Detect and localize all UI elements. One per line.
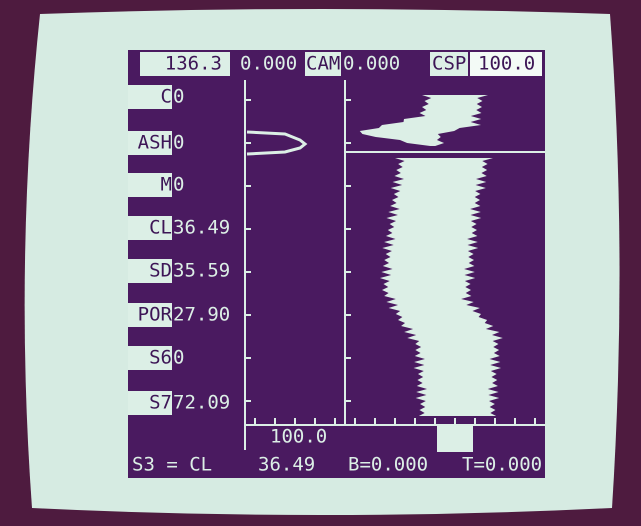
- cam-value: 0.000: [343, 53, 400, 75]
- curve-value: 0: [173, 86, 184, 108]
- scale-label: 100.0: [270, 426, 327, 448]
- curve-value: 35.59: [173, 260, 230, 282]
- cursor-box: [437, 425, 473, 452]
- curve-name-box: [128, 346, 172, 370]
- csp-label: CSP: [432, 53, 466, 75]
- ash-curve: [246, 130, 308, 156]
- field-value: 0.000: [240, 53, 297, 75]
- curve-value: 0: [173, 132, 184, 154]
- curve-name: M: [161, 174, 172, 196]
- curve-name-box: [128, 216, 172, 240]
- curve-value: 0: [173, 347, 184, 369]
- cam-box: [305, 52, 341, 76]
- curve-name: POR: [138, 304, 173, 326]
- curve-name: S7: [149, 392, 172, 414]
- depth-box: [140, 52, 230, 76]
- cam-label: CAM: [306, 53, 340, 75]
- curve-name-box: [128, 303, 172, 327]
- csp-value: 100.0: [478, 53, 535, 75]
- ticks: [245, 99, 536, 425]
- curve-name-box: [128, 173, 172, 197]
- status-selection: S3 = CL: [132, 454, 212, 476]
- csp-box: [430, 52, 468, 76]
- log-trace-upper: [359, 95, 488, 146]
- log-trace-lower: [379, 158, 503, 416]
- curve-name: CL: [149, 217, 172, 239]
- curve-value: 0: [173, 174, 184, 196]
- curve-name: SD: [149, 260, 172, 282]
- status-t: T=0.000: [462, 454, 542, 476]
- curve-value: 72.09: [173, 392, 230, 414]
- curve-name-box: [128, 85, 172, 109]
- curve-name-box: [128, 391, 172, 415]
- depth: 136.3: [165, 53, 222, 75]
- curve-value: 36.49: [173, 217, 230, 239]
- curve-name: C: [161, 86, 172, 108]
- csp-value-box: [470, 52, 542, 76]
- status-value: 36.49: [258, 454, 315, 476]
- status-b: B=0.000: [348, 454, 428, 476]
- curve-name-box: [128, 131, 172, 155]
- curve-name-box: [128, 259, 172, 283]
- curve-name: S6: [149, 347, 172, 369]
- curve-name: ASH: [138, 132, 172, 154]
- curve-value: 27.90: [173, 304, 230, 326]
